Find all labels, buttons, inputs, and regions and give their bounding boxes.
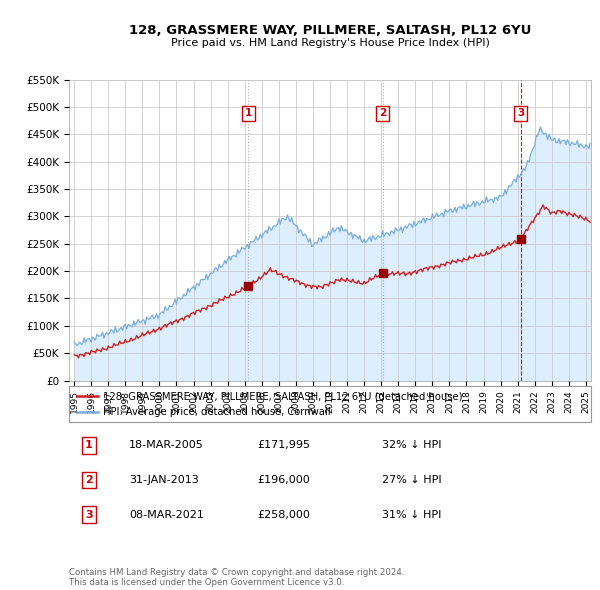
Text: £258,000: £258,000 <box>257 510 310 520</box>
Text: Price paid vs. HM Land Registry's House Price Index (HPI): Price paid vs. HM Land Registry's House … <box>170 38 490 48</box>
Text: 08-MAR-2021: 08-MAR-2021 <box>129 510 204 520</box>
Text: 32% ↓ HPI: 32% ↓ HPI <box>382 440 442 450</box>
Text: £196,000: £196,000 <box>257 475 310 485</box>
Text: 31-JAN-2013: 31-JAN-2013 <box>129 475 199 485</box>
Text: 2: 2 <box>85 475 93 485</box>
Text: 3: 3 <box>85 510 92 520</box>
Text: 1: 1 <box>85 440 93 450</box>
Text: 18-MAR-2005: 18-MAR-2005 <box>129 440 204 450</box>
Text: HPI: Average price, detached house, Cornwall: HPI: Average price, detached house, Corn… <box>103 407 331 417</box>
Text: 27% ↓ HPI: 27% ↓ HPI <box>382 475 442 485</box>
Text: £171,995: £171,995 <box>257 440 310 450</box>
Text: 128, GRASSMERE WAY, PILLMERE, SALTASH, PL12 6YU (detached house): 128, GRASSMERE WAY, PILLMERE, SALTASH, P… <box>103 391 463 401</box>
Text: 31% ↓ HPI: 31% ↓ HPI <box>382 510 442 520</box>
Text: 2: 2 <box>379 109 386 119</box>
Text: 128, GRASSMERE WAY, PILLMERE, SALTASH, PL12 6YU: 128, GRASSMERE WAY, PILLMERE, SALTASH, P… <box>129 24 531 37</box>
Text: 3: 3 <box>517 109 524 119</box>
Text: 1: 1 <box>245 109 252 119</box>
Text: Contains HM Land Registry data © Crown copyright and database right 2024.
This d: Contains HM Land Registry data © Crown c… <box>69 568 404 587</box>
